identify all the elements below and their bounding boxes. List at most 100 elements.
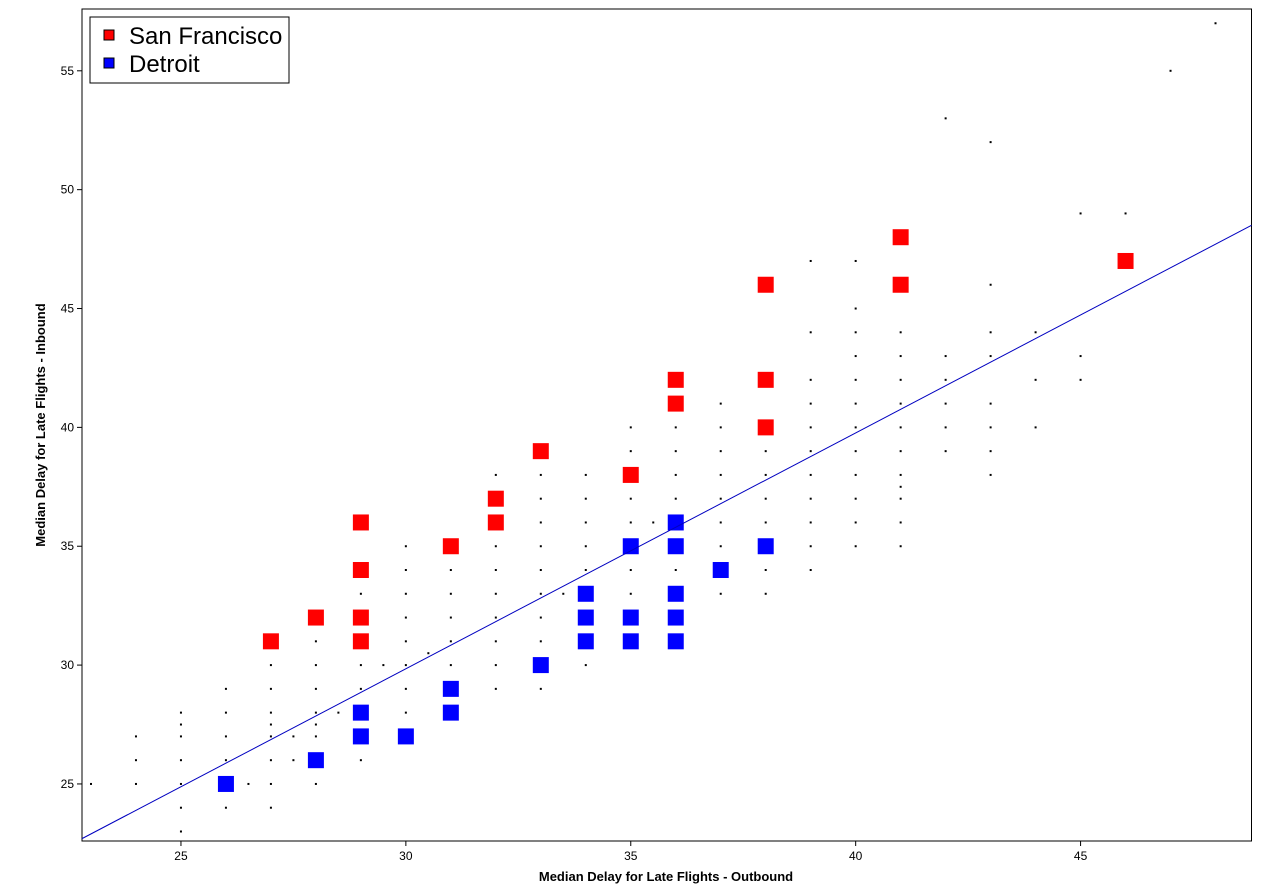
y-tick-label: 50 <box>61 183 75 197</box>
point-other-airport <box>854 378 857 381</box>
point-detroit <box>667 538 684 555</box>
point-other-airport <box>719 497 722 500</box>
point-other-airport <box>449 616 452 619</box>
point-other-airport <box>854 307 857 310</box>
point-other-airport <box>179 806 182 809</box>
y-tick-label: 30 <box>61 658 75 672</box>
point-other-airport <box>359 759 362 762</box>
point-other-airport <box>809 450 812 453</box>
legend: San Francisco Detroit <box>89 16 290 84</box>
point-other-airport <box>652 521 655 524</box>
point-other-airport <box>674 450 677 453</box>
point-other-airport <box>134 735 137 738</box>
point-detroit <box>397 728 414 745</box>
point-other-airport <box>314 735 317 738</box>
point-other-airport <box>944 450 947 453</box>
point-detroit <box>352 704 369 721</box>
point-other-airport <box>899 331 902 334</box>
point-other-airport <box>854 259 857 262</box>
point-other-airport <box>629 592 632 595</box>
point-other-airport <box>562 592 565 595</box>
point-other-airport <box>899 450 902 453</box>
points-layer <box>89 22 1217 833</box>
point-other-airport <box>989 331 992 334</box>
point-other-airport <box>224 759 227 762</box>
point-san-francisco <box>352 609 369 626</box>
point-other-airport <box>539 497 542 500</box>
point-detroit <box>667 633 684 650</box>
point-detroit <box>577 585 594 602</box>
point-other-airport <box>989 426 992 429</box>
point-other-airport <box>719 592 722 595</box>
point-other-airport <box>989 402 992 405</box>
point-other-airport <box>899 402 902 405</box>
point-other-airport <box>449 640 452 643</box>
point-other-airport <box>269 759 272 762</box>
point-other-airport <box>494 545 497 548</box>
point-other-airport <box>854 521 857 524</box>
point-other-airport <box>629 569 632 572</box>
point-san-francisco <box>352 514 369 531</box>
point-other-airport <box>584 473 587 476</box>
point-detroit <box>667 514 684 531</box>
x-axis: 25 30 35 40 45 <box>174 841 1088 863</box>
point-other-airport <box>292 759 295 762</box>
point-other-airport <box>764 592 767 595</box>
y-tick-label: 40 <box>61 420 75 434</box>
point-other-airport <box>539 521 542 524</box>
point-other-airport <box>809 569 812 572</box>
point-other-airport <box>269 735 272 738</box>
point-other-airport <box>494 687 497 690</box>
point-other-airport <box>764 450 767 453</box>
point-other-airport <box>809 473 812 476</box>
legend-swatch-detroit <box>103 57 115 69</box>
point-other-airport <box>494 664 497 667</box>
point-other-airport <box>674 569 677 572</box>
point-san-francisco <box>667 371 684 388</box>
point-other-airport <box>584 569 587 572</box>
point-other-airport <box>269 687 272 690</box>
x-tick-label: 45 <box>1074 849 1088 863</box>
point-other-airport <box>224 711 227 714</box>
point-other-airport <box>539 592 542 595</box>
point-other-airport <box>899 378 902 381</box>
point-other-airport <box>764 521 767 524</box>
point-san-francisco <box>487 514 504 531</box>
point-san-francisco <box>892 276 909 293</box>
y-axis-title: Median Delay for Late Flights - Inbound <box>33 303 48 546</box>
point-other-airport <box>989 450 992 453</box>
point-san-francisco <box>352 562 369 579</box>
point-other-airport <box>269 723 272 726</box>
point-other-airport <box>809 426 812 429</box>
point-other-airport <box>179 782 182 785</box>
point-other-airport <box>179 830 182 833</box>
point-other-airport <box>899 426 902 429</box>
y-tick-label: 25 <box>61 777 75 791</box>
point-other-airport <box>989 473 992 476</box>
point-san-francisco <box>667 395 684 412</box>
point-detroit <box>712 562 729 579</box>
point-other-airport <box>224 735 227 738</box>
point-other-airport <box>809 378 812 381</box>
point-other-airport <box>449 569 452 572</box>
point-other-airport <box>539 545 542 548</box>
point-other-airport <box>314 782 317 785</box>
point-other-airport <box>314 711 317 714</box>
legend-swatch-san-francisco <box>103 29 115 41</box>
point-other-airport <box>899 521 902 524</box>
point-san-francisco <box>442 538 459 555</box>
y-tick-label: 55 <box>61 64 75 78</box>
point-detroit <box>667 585 684 602</box>
point-other-airport <box>269 711 272 714</box>
point-other-airport <box>247 782 250 785</box>
point-other-airport <box>719 426 722 429</box>
point-other-airport <box>584 545 587 548</box>
point-other-airport <box>494 592 497 595</box>
point-other-airport <box>989 283 992 286</box>
point-other-airport <box>989 355 992 358</box>
point-other-airport <box>629 521 632 524</box>
point-other-airport <box>404 545 407 548</box>
point-other-airport <box>224 687 227 690</box>
point-san-francisco <box>532 443 549 460</box>
